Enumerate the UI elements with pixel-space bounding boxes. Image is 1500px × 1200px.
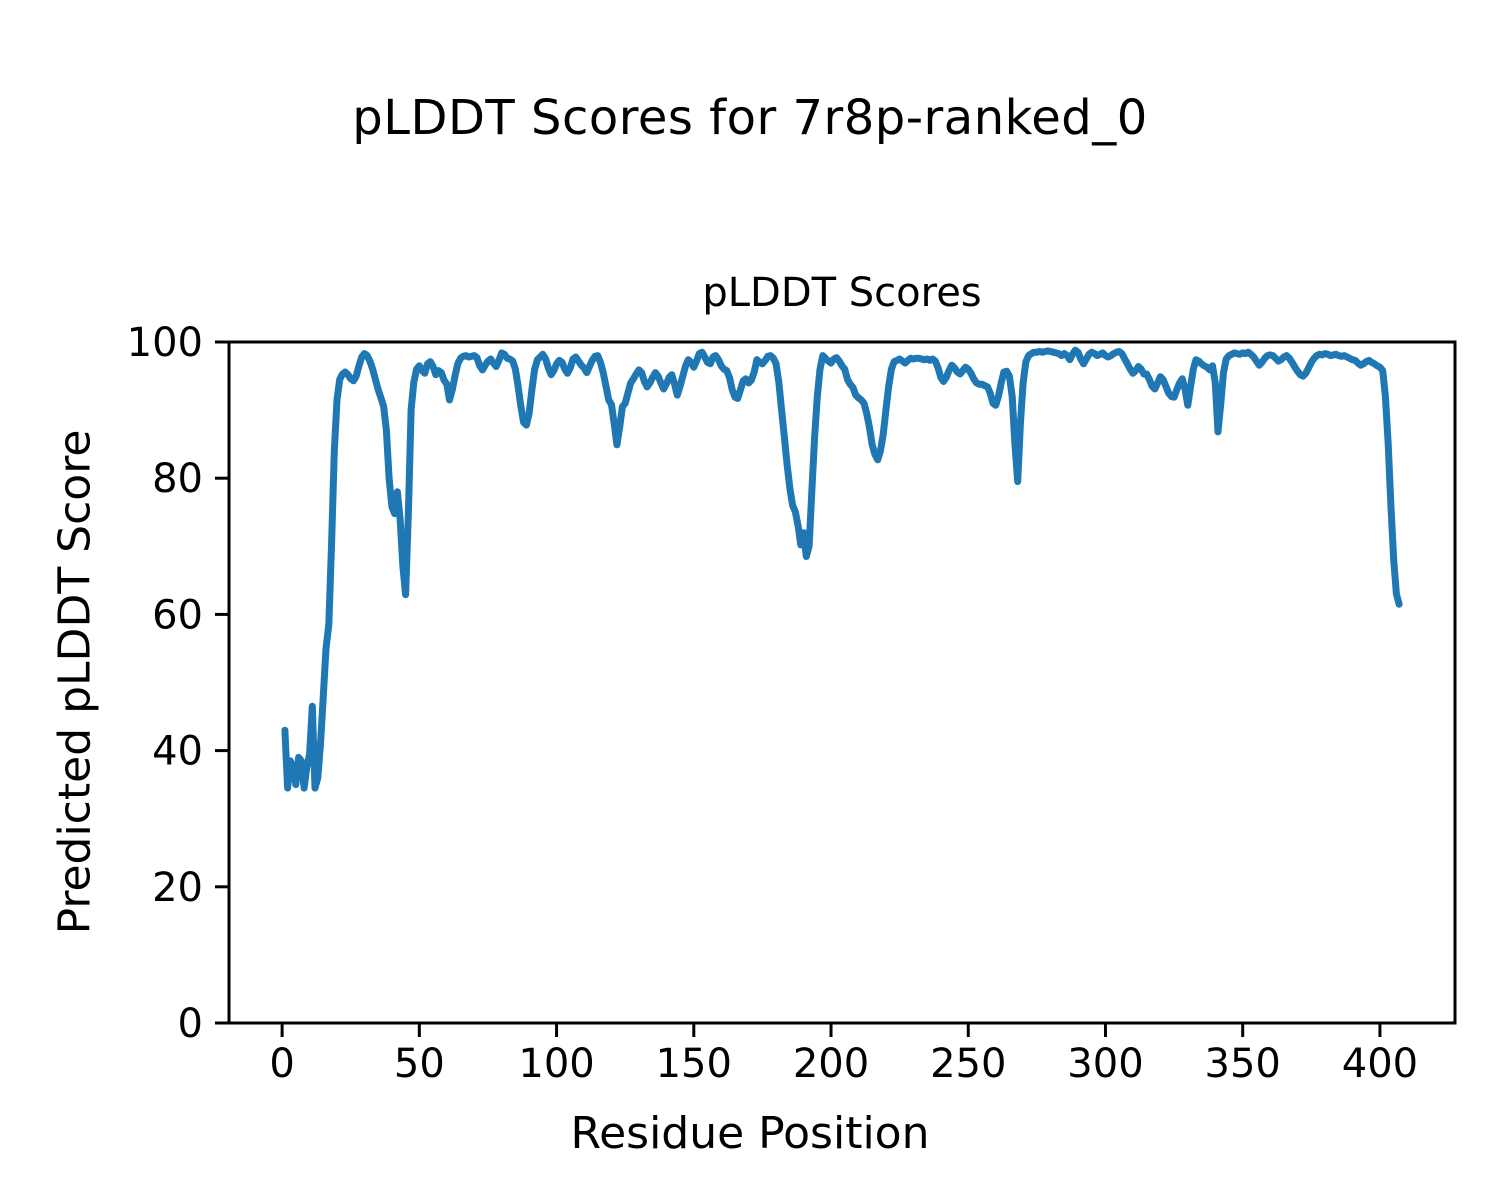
- x-tick-label: 250: [930, 1041, 1006, 1087]
- plot-frame: [227, 340, 1457, 1025]
- axes-title: pLDDT Scores: [702, 270, 982, 316]
- y-tick-label: 40: [152, 729, 203, 775]
- plddt-line: [281, 346, 1403, 792]
- x-tick-label: 100: [518, 1041, 594, 1087]
- x-tick-label: 200: [793, 1041, 869, 1087]
- x-tick-label: 150: [656, 1041, 732, 1087]
- y-tick-label: 60: [152, 592, 203, 638]
- x-tick-label: 50: [394, 1041, 445, 1087]
- y-tick-label: 20: [152, 865, 203, 911]
- y-tick-label: 80: [152, 456, 203, 502]
- y-tick-label: 0: [178, 1001, 203, 1047]
- figure-title: pLDDT Scores for 7r8p-ranked_0: [352, 90, 1148, 146]
- x-tick-label: 300: [1067, 1041, 1143, 1087]
- y-axis-label: Predicted pLDDT Score: [49, 429, 101, 935]
- x-tick-label: 0: [269, 1041, 294, 1087]
- x-axis-label: Residue Position: [570, 1108, 930, 1159]
- x-tick-label: 350: [1205, 1041, 1281, 1087]
- x-tick-label: 400: [1342, 1041, 1418, 1087]
- y-tick-label: 100: [127, 320, 203, 366]
